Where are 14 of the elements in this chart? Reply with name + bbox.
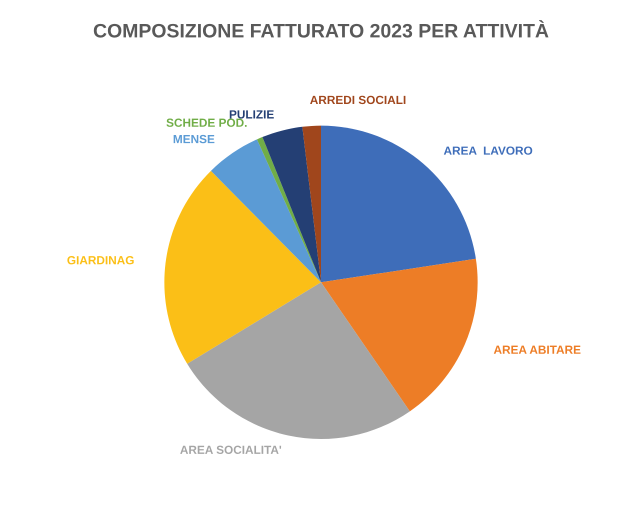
slice-label: AREA ABITARE — [494, 346, 580, 354]
pie-slice — [302, 126, 321, 282]
slice-label: SCHEDE POD. — [166, 118, 247, 127]
slice-label: MENSE — [174, 134, 214, 144]
slice-label: ARREDI SOCIALI — [310, 96, 406, 104]
pie-slice — [187, 282, 410, 439]
slice-label: PULIZIE — [230, 110, 274, 119]
slice-label: AREA LAVORO — [444, 146, 532, 155]
chart-title: COMPOSIZIONE FATTURATO 2023 PER ATTIVITÀ — [94, 20, 548, 38]
pie-slice — [321, 258, 478, 412]
slice-label: AREA SOCIALITA' — [180, 446, 282, 454]
pie-slice — [321, 126, 476, 282]
slice-label: GIARDINAG — [67, 256, 134, 264]
pie-slice — [164, 170, 321, 364]
